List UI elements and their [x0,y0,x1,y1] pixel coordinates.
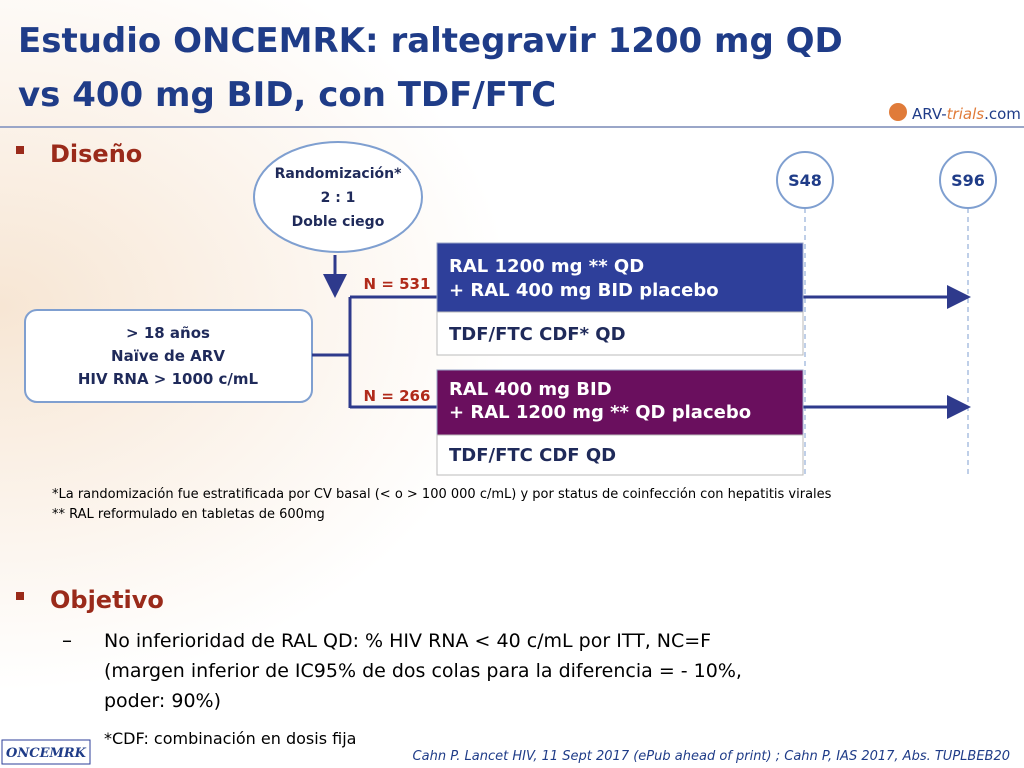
study-label: ONCEMRK [6,746,87,761]
node-text: Randomización* [275,166,402,182]
node-text: 2 : 1 [321,190,356,206]
connector [312,297,352,408]
study-tag [1,739,91,765]
citation: Cahn P. Lancet HIV, 11 Sept 2017 (ePub a… [413,749,1010,764]
arm-drug: RAL 1200 mg ** QD [449,256,644,277]
node-text: Naïve de ARV [111,347,225,365]
bullet [16,592,24,600]
arm-backbone-box [436,311,804,356]
node-text: > 18 años [126,324,210,342]
logo-icon [889,103,907,121]
arm-n: N = 266 [364,387,431,405]
arm-drug: + RAL 400 mg BID placebo [449,280,719,301]
section-heading: Diseño [50,140,142,168]
arm-backbone: TDF/FTC CDF QD [449,445,616,466]
timepoint [939,151,997,209]
node-text: Doble ciego [292,214,385,230]
arm-drug: + RAL 1200 mg ** QD placebo [449,402,751,423]
arm-box [436,369,804,436]
note: *CDF: combinación en dosis fija [104,729,356,748]
logo-brand: trials [947,105,985,123]
logo-suffix: .com [984,105,1021,123]
dash: – [62,628,72,652]
timepoint-label: S96 [951,171,985,190]
title-line: vs 400 mg BID, con TDF/FTC [18,75,556,115]
node-text: HIV RNA > 1000 c/mL [78,370,259,388]
timepoint-label: S48 [788,171,822,190]
bullet [16,146,24,154]
arm-n: N = 531 [364,275,431,293]
timepoint [776,151,834,209]
arm-drug: RAL 400 mg BID [449,379,612,400]
objective-line: (margen inferior de IC95% de dos colas p… [104,660,742,682]
title-line: Estudio ONCEMRK: raltegravir 1200 mg QD [18,21,843,61]
arm-box [436,242,804,313]
footnote: *La randomización fue estratificada por … [52,487,832,502]
logo: ARV-trials.com [889,103,1021,123]
randomization-node [253,141,423,253]
logo-prefix: ARV- [912,105,947,123]
logo-text: ARV-trials.com [912,105,1021,123]
footnote: ** RAL reformulado en tabletas de 600mg [52,507,325,522]
objective-line: No inferioridad de RAL QD: % HIV RNA < 4… [104,630,711,652]
arm-backbone-box [436,434,804,476]
objective-line: poder: 90%) [104,690,221,712]
section-heading: Objetivo [50,586,164,614]
arm-backbone: TDF/FTC CDF* QD [449,324,626,345]
